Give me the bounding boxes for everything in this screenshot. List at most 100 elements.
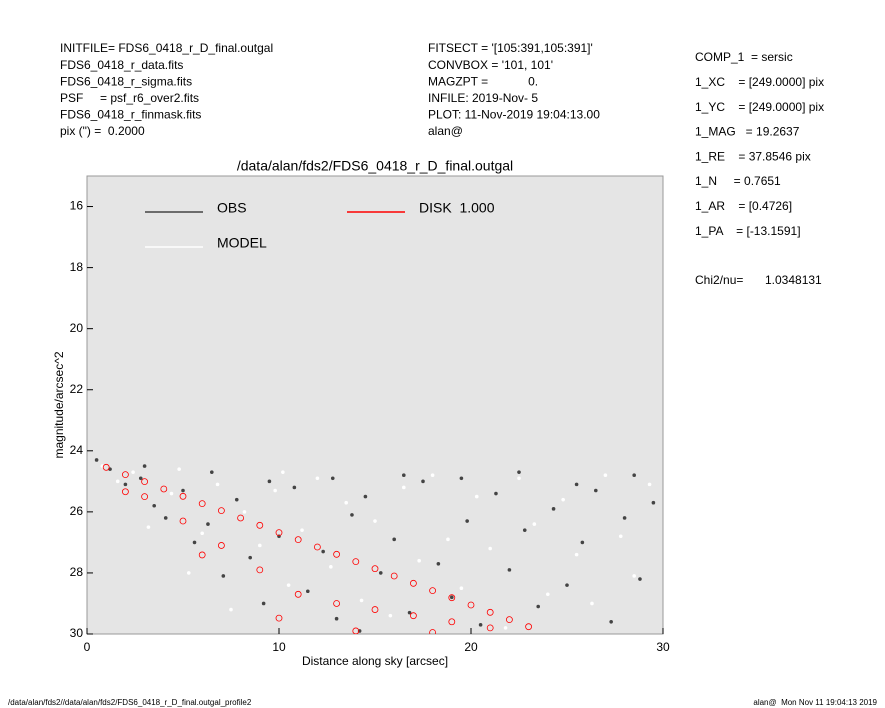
point xyxy=(603,473,608,478)
point xyxy=(294,590,302,598)
point xyxy=(590,601,594,606)
legend-label: MODEL xyxy=(217,235,267,251)
y-tick-label: 26 xyxy=(70,504,84,518)
point xyxy=(142,464,147,468)
point xyxy=(160,485,168,493)
point xyxy=(594,488,598,493)
y-tick-label: 24 xyxy=(70,443,84,457)
point xyxy=(632,473,636,478)
point xyxy=(242,510,247,514)
point xyxy=(546,592,550,597)
legend-label: OBS xyxy=(217,200,247,216)
chi-label: Chi2/nu= xyxy=(695,273,743,287)
x-tick-label: 30 xyxy=(656,640,670,654)
point xyxy=(390,572,398,580)
point xyxy=(141,478,149,486)
point xyxy=(580,540,585,545)
point xyxy=(313,543,321,551)
point xyxy=(525,623,532,631)
point xyxy=(179,492,187,500)
point xyxy=(286,583,291,587)
point xyxy=(402,485,406,490)
point xyxy=(198,551,206,559)
info-text: pix (") = 0.2000 xyxy=(60,124,145,138)
point xyxy=(217,542,225,549)
info-text: FDS6_0418_r_sigma.fits xyxy=(60,74,192,88)
point xyxy=(488,546,493,551)
point xyxy=(333,600,341,607)
point xyxy=(517,476,521,481)
fit-param: 1_YC = [249.0000] pix xyxy=(695,100,824,114)
point xyxy=(275,529,283,537)
point xyxy=(486,624,494,632)
point xyxy=(330,476,335,481)
point xyxy=(632,574,636,578)
y-tick-label: 30 xyxy=(70,626,84,640)
x-tick-label: 20 xyxy=(464,640,478,654)
info-text: INITFILE= FDS6_0418_r_D_final.outgal xyxy=(60,41,273,55)
point xyxy=(131,470,135,474)
point xyxy=(141,493,149,501)
info-text: FITSECT = '[105:391,105:391]' xyxy=(428,41,593,55)
point xyxy=(647,482,652,487)
chi-value: 1.0348131 xyxy=(765,273,822,287)
x-axis-label: Distance along sky [arcsec] xyxy=(302,654,448,668)
footer-left: /data/alan/fds2//data/alan/fds2/FDS6_041… xyxy=(8,698,252,707)
point xyxy=(192,540,197,545)
point xyxy=(94,458,99,462)
info-text: FDS6_0418_r_data.fits xyxy=(60,58,183,72)
point xyxy=(574,552,579,557)
point xyxy=(237,514,245,522)
point xyxy=(181,488,185,493)
point xyxy=(146,525,151,529)
point xyxy=(651,500,656,505)
point xyxy=(448,594,456,602)
info-text: alan@ xyxy=(428,124,463,138)
point xyxy=(448,618,456,626)
point xyxy=(505,616,513,624)
point xyxy=(215,482,220,487)
y-tick-label: 16 xyxy=(70,199,84,213)
point xyxy=(169,491,174,496)
point xyxy=(221,574,226,578)
fit-param: 1_RE = 37.8546 pix xyxy=(695,149,811,163)
point xyxy=(300,528,304,532)
point xyxy=(229,607,233,612)
point xyxy=(138,476,143,481)
point xyxy=(163,516,168,520)
x-tick-label: 10 xyxy=(272,640,286,654)
point xyxy=(417,558,421,563)
point xyxy=(467,601,475,609)
info-text: CONVBOX = '101, 101' xyxy=(428,58,553,72)
point xyxy=(122,488,129,496)
point xyxy=(206,522,210,526)
point xyxy=(306,589,310,594)
chart-title: /data/alan/fds2/FDS6_0418_r_D_final.outg… xyxy=(237,158,513,174)
point xyxy=(273,488,277,493)
point xyxy=(200,531,204,536)
point xyxy=(486,608,494,616)
point xyxy=(478,623,483,627)
point xyxy=(152,503,156,508)
info-text: INFILE: 2019-Nov- 5 xyxy=(428,91,538,105)
info-text: FDS6_0418_r_finmask.fits xyxy=(60,108,201,122)
fit-param: 1_AR = [0.4726] xyxy=(695,199,792,213)
point xyxy=(350,513,354,517)
point xyxy=(177,467,181,471)
y-tick-label: 20 xyxy=(70,321,84,335)
point xyxy=(371,565,379,573)
point xyxy=(536,604,540,609)
point xyxy=(333,550,341,558)
point xyxy=(344,500,349,505)
point xyxy=(321,549,325,554)
point xyxy=(115,479,120,484)
point xyxy=(450,595,454,600)
point xyxy=(421,479,425,484)
point xyxy=(407,610,412,615)
y-tick-label: 22 xyxy=(70,382,84,396)
point xyxy=(186,571,191,575)
fit-param: 1_MAG = 19.2637 xyxy=(695,125,800,139)
point xyxy=(638,577,642,581)
point xyxy=(551,507,556,511)
